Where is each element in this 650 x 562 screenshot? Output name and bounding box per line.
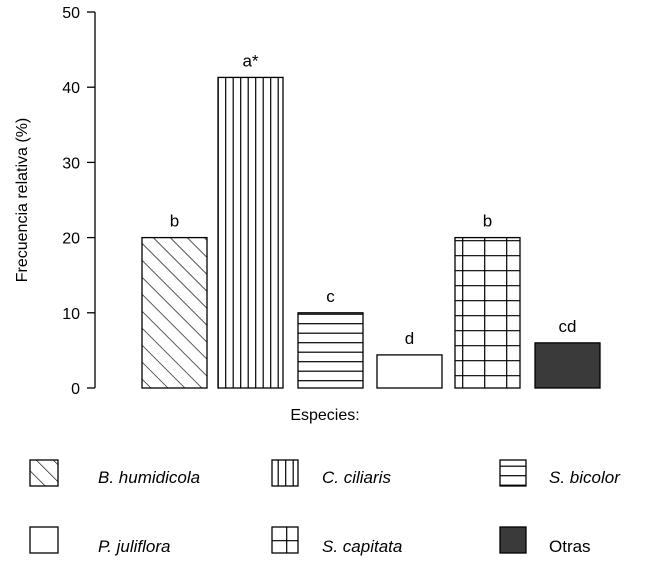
- y-tick-label: 50: [62, 5, 80, 22]
- bar-label: cd: [559, 317, 577, 336]
- legend-swatch-c-ciliaris: [271, 459, 299, 487]
- legend-label-p-juliflora: P. juliflora: [98, 537, 170, 556]
- y-tick-label: 30: [62, 155, 80, 172]
- bar-label: a*: [242, 51, 258, 70]
- bar-otras: [534, 342, 601, 389]
- y-tick-label: 20: [62, 231, 80, 248]
- axes: 0 10 20 30 40 50 Frecuencia relativa (%) Espe…: [14, 5, 360, 424]
- bar-b-humidicola: [141, 236, 208, 389]
- bar-c-ciliaris: [217, 76, 284, 389]
- bar-s-bicolor: [297, 312, 364, 389]
- bar-label: b: [170, 212, 179, 231]
- bars: [141, 76, 601, 389]
- legend: B. humidicola C. ciliaris S. bicolor P. jul…: [29, 459, 621, 556]
- bar-s-capitata: [454, 236, 521, 389]
- bar-label: b: [483, 212, 492, 231]
- legend-label-otras: Otras: [549, 537, 591, 556]
- bar-p-juliflora: [376, 354, 443, 389]
- legend-label-s-bicolor: S. bicolor: [549, 468, 621, 487]
- legend-swatch-otras: [499, 526, 527, 554]
- legend-label-b-humidicola: B. humidicola: [98, 468, 200, 487]
- y-axis-title: Frecuencia relativa (%): [14, 118, 31, 283]
- bar-label: d: [405, 329, 414, 348]
- y-tick-label: 40: [62, 80, 80, 97]
- legend-swatch-b-humidicola: [29, 459, 59, 487]
- y-tick-label: 10: [62, 306, 80, 323]
- legend-swatch-s-capitata: [271, 526, 299, 554]
- legend-swatch-p-juliflora: [29, 526, 59, 554]
- x-axis-title: Especies:: [290, 407, 359, 424]
- legend-label-c-ciliaris: C. ciliaris: [322, 468, 391, 487]
- y-ticks: 0 10 20 30 40 50: [62, 5, 95, 398]
- legend-swatch-s-bicolor: [499, 459, 527, 487]
- bar-label: c: [326, 287, 335, 306]
- legend-label-s-capitata: S. capitata: [322, 537, 402, 556]
- y-tick-label: 0: [71, 381, 80, 398]
